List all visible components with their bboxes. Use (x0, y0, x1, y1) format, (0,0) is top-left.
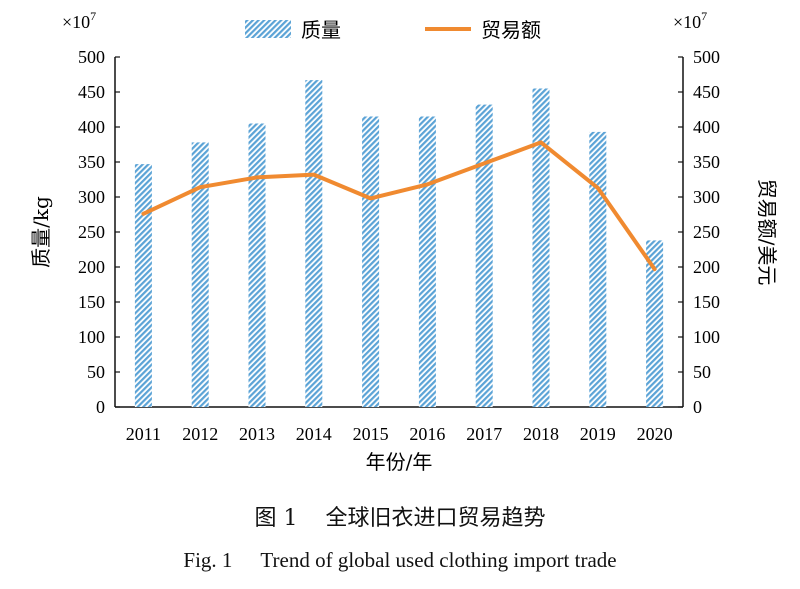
bar-2012 (191, 142, 209, 407)
x-tick-label: 2016 (409, 424, 445, 444)
x-tick-label: 2018 (523, 424, 559, 444)
x-tick-label: 2019 (580, 424, 616, 444)
left-tick-label: 350 (78, 152, 105, 172)
line-trade-value (141, 140, 657, 272)
bars-mass (134, 80, 664, 407)
left-tick-label: 0 (96, 397, 105, 417)
x-tick-label: 2014 (296, 424, 332, 444)
right-tick-label: 250 (693, 222, 720, 242)
bar-2018 (532, 88, 550, 407)
x-axis-label: 年份/年 (366, 450, 433, 474)
y-axis-label-left: 质量/kg (29, 196, 53, 268)
right-tick-label: 400 (693, 117, 720, 137)
left-tick-label: 200 (78, 257, 105, 277)
caption-cn-title: 全球旧衣进口贸易趋势 (325, 506, 546, 531)
x-tick-label: 2012 (182, 424, 218, 444)
left-tick-label: 300 (78, 187, 105, 207)
caption-en-figure-number: Fig. 1 (183, 548, 233, 572)
chart-area: 0 50 100 150 200 250 300 350 400 450 500 0 50 100 150… (29, 9, 779, 474)
caption-cn-figure-number: 图 1 (254, 506, 298, 531)
left-tick-label: 150 (78, 292, 105, 312)
left-tick-label: 450 (78, 82, 105, 102)
figure-caption-english: Fig. 1 Trend of global used clothing impo… (0, 548, 800, 573)
x-tick-label: 2011 (126, 424, 161, 444)
right-tick-label: 150 (693, 292, 720, 312)
caption-en-title: Trend of global used clothing import tra… (260, 548, 617, 572)
left-tick-label: 50 (87, 362, 105, 382)
right-tick-label: 350 (693, 152, 720, 172)
bar-2019 (589, 131, 607, 407)
left-tick-label: 250 (78, 222, 105, 242)
right-tick-label: 50 (693, 362, 711, 382)
right-tick-label: 0 (693, 397, 702, 417)
legend-label-mass: 质量 (301, 18, 341, 42)
figure-caption-chinese: 图 1 全球旧衣进口贸易趋势 (0, 500, 800, 532)
bar-2017 (475, 104, 493, 407)
right-tick-label: 450 (693, 82, 720, 102)
bar-2014 (305, 80, 323, 407)
left-tick-label: 100 (78, 327, 105, 347)
right-axis-ticks: 0 50 100 150 200 250 300 350 400 450 500 (678, 47, 720, 417)
right-tick-label: 300 (693, 187, 720, 207)
left-axis-ticks: 0 50 100 150 200 250 300 350 400 450 500 (78, 47, 120, 417)
x-tick-label: 2013 (239, 424, 275, 444)
bar-2020 (646, 240, 664, 407)
bar-2013 (248, 123, 266, 407)
trade-line (141, 140, 657, 272)
right-tick-label: 100 (693, 327, 720, 347)
x-tick-label: 2020 (637, 424, 673, 444)
bar-2016 (418, 116, 436, 407)
bar-2015 (362, 116, 380, 407)
right-tick-label: 500 (693, 47, 720, 67)
legend-label-trade: 贸易额 (481, 18, 541, 42)
left-multiplier: ×107 (62, 9, 96, 32)
legend-swatch-mass (245, 20, 291, 38)
x-tick-label: 2015 (353, 424, 389, 444)
y-axis-label-right: 贸易额/美元 (755, 179, 779, 286)
right-multiplier: ×107 (673, 9, 707, 32)
x-axis-ticks: 2011 2012 2013 2014 2015 2016 2017 2018 2019 2020 (126, 424, 673, 444)
x-tick-label: 2017 (466, 424, 502, 444)
right-tick-label: 200 (693, 257, 720, 277)
bar-2011 (134, 164, 152, 407)
left-tick-label: 500 (78, 47, 105, 67)
left-tick-label: 400 (78, 117, 105, 137)
